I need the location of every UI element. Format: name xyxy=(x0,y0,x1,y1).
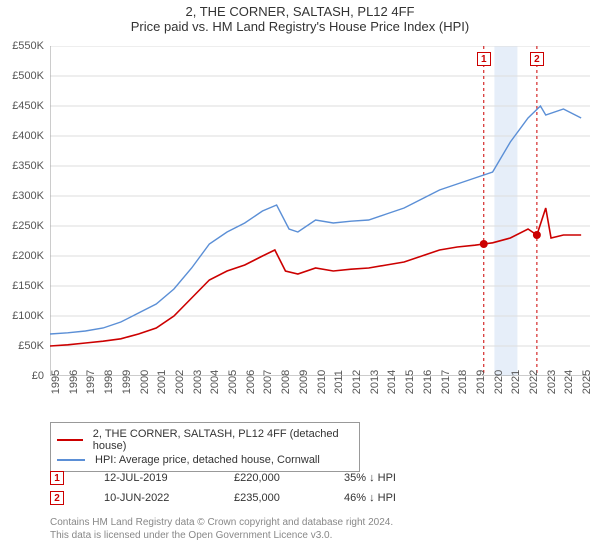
sale-row: 1 12-JUL-2019 £220,000 35% ↓ HPI xyxy=(50,468,550,488)
x-tick-label: 2006 xyxy=(245,370,257,394)
x-tick-label: 2022 xyxy=(528,370,540,394)
legend: 2, THE CORNER, SALTASH, PL12 4FF (detach… xyxy=(50,422,360,472)
y-tick-label: £200K xyxy=(12,250,44,262)
y-tick-label: £100K xyxy=(12,310,44,322)
x-tick-label: 1997 xyxy=(85,370,97,394)
sale-vs-hpi: 35% ↓ HPI xyxy=(344,472,434,484)
sale-marker-flag: 2 xyxy=(530,52,544,66)
y-tick-label: £450K xyxy=(12,100,44,112)
x-tick-label: 1998 xyxy=(103,370,115,394)
x-tick-label: 2021 xyxy=(510,370,522,394)
x-tick-label: 2003 xyxy=(192,370,204,394)
y-tick-label: £50K xyxy=(18,340,44,352)
x-tick-label: 2000 xyxy=(139,370,151,394)
x-tick-label: 2014 xyxy=(386,370,398,394)
sale-marker-flag: 1 xyxy=(477,52,491,66)
footer-line-1: Contains HM Land Registry data © Crown c… xyxy=(50,516,580,529)
legend-item: 2, THE CORNER, SALTASH, PL12 4FF (detach… xyxy=(57,427,353,453)
y-tick-label: £250K xyxy=(12,220,44,232)
x-tick-label: 1999 xyxy=(121,370,133,394)
footer-line-2: This data is licensed under the Open Gov… xyxy=(50,529,580,542)
y-tick-label: £150K xyxy=(12,280,44,292)
legend-swatch xyxy=(57,459,85,461)
x-tick-label: 2025 xyxy=(581,370,593,394)
x-tick-label: 2001 xyxy=(156,370,168,394)
y-tick-label: £0 xyxy=(32,370,44,382)
y-tick-label: £300K xyxy=(12,190,44,202)
legend-swatch xyxy=(57,439,83,441)
x-tick-label: 2005 xyxy=(227,370,239,394)
sale-row: 2 10-JUN-2022 £235,000 46% ↓ HPI xyxy=(50,488,550,508)
chart-title: 2, THE CORNER, SALTASH, PL12 4FF xyxy=(0,0,600,19)
x-tick-label: 2016 xyxy=(422,370,434,394)
sale-date: 10-JUN-2022 xyxy=(104,492,194,504)
x-tick-label: 2004 xyxy=(209,370,221,394)
sale-price: £220,000 xyxy=(234,472,304,484)
sale-vs-hpi: 46% ↓ HPI xyxy=(344,492,434,504)
y-tick-label: £550K xyxy=(12,40,44,52)
sale-date: 12-JUL-2019 xyxy=(104,472,194,484)
y-tick-label: £400K xyxy=(12,130,44,142)
chart-svg xyxy=(50,46,590,376)
x-tick-label: 2011 xyxy=(333,370,345,394)
y-tick-label: £500K xyxy=(12,70,44,82)
chart-area: 12 xyxy=(50,46,590,396)
sale-marker-id: 2 xyxy=(50,491,64,505)
x-axis: 1995199619971998199920002001200220032004… xyxy=(50,378,590,418)
legend-label: 2, THE CORNER, SALTASH, PL12 4FF (detach… xyxy=(93,428,353,452)
x-tick-label: 2002 xyxy=(174,370,186,394)
x-tick-label: 2015 xyxy=(404,370,416,394)
sale-marker-id: 1 xyxy=(50,471,64,485)
x-tick-label: 2024 xyxy=(563,370,575,394)
x-tick-label: 2008 xyxy=(280,370,292,394)
x-tick-label: 1995 xyxy=(50,370,62,394)
x-tick-label: 2017 xyxy=(440,370,452,394)
y-tick-label: £350K xyxy=(12,160,44,172)
legend-item: HPI: Average price, detached house, Corn… xyxy=(57,453,353,467)
x-tick-label: 2019 xyxy=(475,370,487,394)
sale-price: £235,000 xyxy=(234,492,304,504)
x-tick-label: 2009 xyxy=(298,370,310,394)
x-tick-label: 2013 xyxy=(369,370,381,394)
x-tick-label: 2018 xyxy=(457,370,469,394)
x-tick-label: 2012 xyxy=(351,370,363,394)
x-tick-label: 2023 xyxy=(546,370,558,394)
x-tick-label: 2010 xyxy=(316,370,328,394)
sale-markers-table: 1 12-JUL-2019 £220,000 35% ↓ HPI 2 10-JUN-202… xyxy=(50,468,550,508)
x-tick-label: 2020 xyxy=(493,370,505,394)
x-tick-label: 2007 xyxy=(262,370,274,394)
x-tick-label: 1996 xyxy=(68,370,80,394)
chart-subtitle: Price paid vs. HM Land Registry's House … xyxy=(0,19,600,38)
footer-attribution: Contains HM Land Registry data © Crown c… xyxy=(50,516,580,542)
y-axis: £0£50K£100K£150K£200K£250K£300K£350K£400… xyxy=(0,46,50,376)
legend-label: HPI: Average price, detached house, Corn… xyxy=(95,454,320,466)
